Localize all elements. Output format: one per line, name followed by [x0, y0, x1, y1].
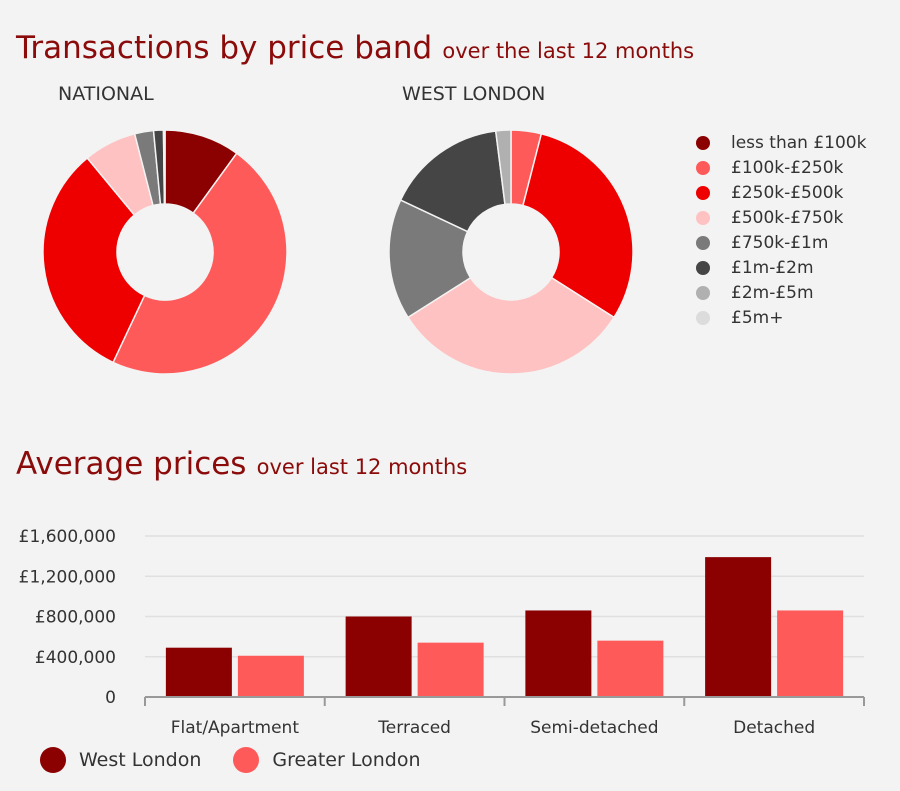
legend-swatch — [696, 185, 710, 200]
price-band-legend: less than £100k £100k-£250k £250k-£500k £50… — [696, 130, 866, 330]
national-slice-100k-250k — [112, 152, 288, 375]
bar-west-london-terraced — [345, 616, 412, 697]
west-london-donut-chart — [388, 129, 634, 375]
national-donut-chart — [42, 129, 288, 375]
legend-item-5m: £5m+ — [696, 305, 866, 330]
legend-swatch — [696, 160, 710, 175]
legend-item-1m-2m: £1m-£2m — [696, 255, 866, 280]
bar-chart-bars — [165, 557, 844, 697]
national-slice-250k-500k — [42, 156, 146, 364]
bar-greater-london-terraced — [417, 642, 484, 697]
bar-legend-item-greater-london: Greater London — [233, 747, 421, 773]
x-tick-label: Flat/Apartment — [171, 718, 300, 738]
west-london-slice-750k-1m — [388, 199, 472, 319]
bar-west-london-detached — [705, 557, 772, 697]
transactions-title-main: Transactions by price band — [16, 30, 433, 66]
x-tick-label: Detached — [733, 718, 815, 738]
legend-label: £750k-£1m — [731, 232, 829, 253]
legend-item-less-than-100k: less than £100k — [696, 130, 866, 155]
bar-greater-london-detached — [777, 610, 844, 697]
national-slice-2m-5m — [162, 129, 166, 205]
y-tick-label: £1,200,000 — [19, 567, 116, 587]
west-london-slice-1m-2m — [399, 130, 506, 233]
legend-item-750k-1m: £750k-£1m — [696, 230, 866, 255]
legend-item-100k-250k: £100k-£250k — [696, 155, 866, 180]
legend-label: £500k-£750k — [731, 207, 844, 228]
bar-greater-london-semi-detached — [597, 640, 664, 697]
legend-swatch — [696, 260, 710, 275]
average-prices-title: Average prices over last 12 months — [16, 444, 467, 482]
west-london-slice-250k-500k — [522, 132, 634, 319]
bar-west-london-semi-detached — [525, 610, 592, 697]
legend-swatch — [696, 235, 710, 250]
legend-item-500k-750k: £500k-£750k — [696, 205, 866, 230]
bar-legend-label: West London — [79, 749, 202, 771]
transactions-title-sub: over the last 12 months — [442, 39, 695, 63]
legend-label: £1m-£2m — [731, 257, 814, 278]
legend-swatch — [696, 135, 710, 150]
y-tick-label: £1,600,000 — [19, 527, 116, 547]
west-london-pie-title: WEST LONDON — [402, 83, 546, 105]
legend-swatch — [696, 210, 710, 225]
x-tick-label: Terraced — [377, 718, 451, 738]
bar-greater-london-flat-apartment — [237, 655, 304, 697]
legend-swatch — [696, 310, 710, 325]
legend-item-2m-5m: £2m-£5m — [696, 280, 866, 305]
legend-label: £100k-£250k — [731, 157, 844, 178]
y-tick-label: £800,000 — [35, 608, 116, 628]
bar-chart-axes: 0 £400,000 £800,000 £1,200,000 £1,600,000 Fla… — [19, 527, 865, 738]
average-prices-title-main: Average prices — [16, 446, 247, 482]
y-tick-label: £400,000 — [35, 648, 116, 668]
transactions-title: Transactions by price band over the last… — [16, 28, 694, 66]
bar-legend-swatch — [233, 747, 260, 773]
legend-label: £2m-£5m — [731, 282, 814, 303]
national-pie-title: NATIONAL — [58, 83, 154, 105]
west-london-slice-500k-750k — [406, 276, 616, 375]
legend-label: less than £100k — [731, 132, 867, 153]
legend-label: £250k-£500k — [731, 182, 844, 203]
bar-legend-item-west-london: West London — [40, 747, 201, 773]
west-london-slice-2m-5m — [494, 129, 512, 206]
x-tick-label: Semi-detached — [530, 718, 658, 738]
y-tick-label: 0 — [105, 688, 116, 708]
legend-swatch — [696, 285, 710, 300]
bar-legend-swatch — [40, 747, 66, 773]
bar-west-london-flat-apartment — [165, 647, 232, 697]
bar-chart-legend: West London Greater London — [40, 747, 453, 773]
bar-legend-label: Greater London — [272, 749, 421, 771]
legend-label: £5m+ — [731, 307, 784, 328]
legend-item-250k-500k: £250k-£500k — [696, 180, 866, 205]
average-prices-title-sub: over last 12 months — [256, 455, 468, 479]
